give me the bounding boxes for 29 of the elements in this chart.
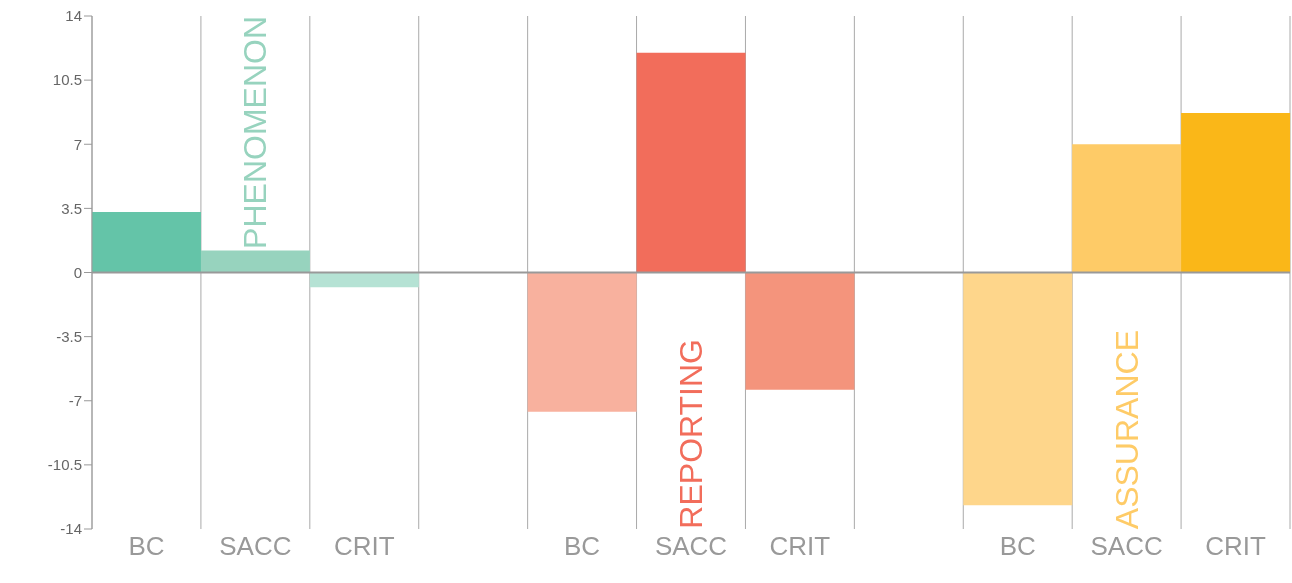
bar	[200, 250, 310, 273]
y-tick-label: -7	[68, 392, 82, 410]
bar	[1072, 144, 1182, 273]
y-tick-label: 7	[73, 135, 82, 153]
x-tick-label: BC	[564, 531, 601, 562]
annotation: ASSURANCE	[1107, 329, 1146, 529]
annotation: REPORTING	[672, 339, 710, 529]
bar	[1181, 113, 1291, 273]
x-tick-label: BC	[128, 531, 165, 562]
x-tick-label: BC	[999, 531, 1036, 562]
x-tick-label: CRIT	[769, 531, 831, 562]
x-tick-label: SACC	[1090, 531, 1163, 562]
y-tick-label: 0	[73, 263, 82, 281]
y-tick-label: -10.5	[47, 456, 82, 474]
y-tick-label: 10.5	[52, 71, 82, 89]
y-tick-label: 14	[65, 7, 82, 25]
x-tick-label: CRIT	[333, 531, 395, 562]
bar	[636, 52, 746, 273]
y-tick-label: -3.5	[56, 327, 82, 345]
bar	[527, 272, 637, 412]
x-tick-label: SACC	[654, 531, 728, 562]
y-tick-label: -14	[60, 520, 82, 538]
annotation: PHENOMENON	[236, 16, 275, 249]
bar	[963, 272, 1073, 506]
bar	[745, 272, 855, 390]
x-tick-label: CRIT	[1205, 531, 1266, 562]
x-tick-label: SACC	[219, 531, 292, 562]
y-tick-label: 3.5	[61, 199, 82, 217]
bar	[92, 212, 201, 273]
